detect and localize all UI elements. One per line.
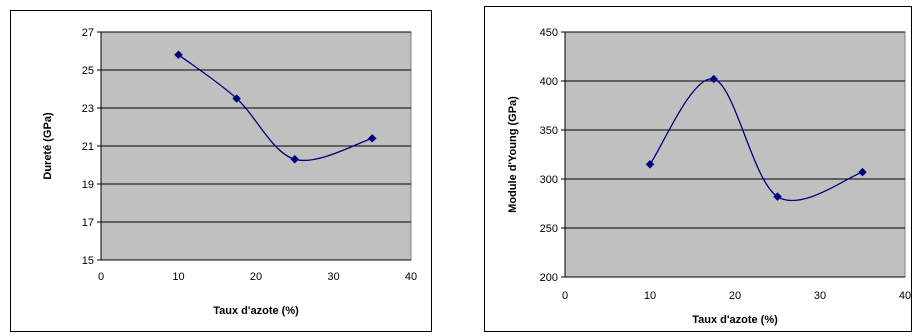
y-tick-label: 23 (82, 103, 94, 115)
data-point (858, 167, 867, 177)
x-axis-title: Taux d'azote (%) (213, 305, 299, 317)
data-point (290, 154, 300, 164)
y-tick-label: 200 (540, 272, 558, 284)
y-tick-label: 300 (540, 174, 558, 186)
y-tick-label: 17 (82, 217, 94, 229)
series-line (649, 78, 863, 202)
y-tick-label: 400 (540, 76, 558, 88)
chart-durete: 15 17 19 21 23 25 27 0 10 20 30 40 Taux d'azote (%) D… (42, 27, 417, 317)
y-tick-label: 250 (540, 223, 558, 235)
x-tick-label: 40 (405, 271, 417, 283)
chart-durete-panel: 15 17 19 21 23 25 27 0 10 20 30 40 Taux d'azote (%) D… (10, 10, 432, 332)
data-point (367, 134, 377, 143)
data-point (232, 94, 241, 103)
x-tick-label: 20 (729, 290, 741, 302)
chart-module-young: 200 250 300 350 400 450 0 10 20 30 40 Taux d'azote … (507, 27, 911, 326)
y-tick-label: 19 (82, 179, 94, 191)
chart-module-young-panel: 200 250 300 350 400 450 0 10 20 30 40 Taux d'azote … (484, 6, 912, 332)
y-axis-title: Module d'Young (GPa) (507, 96, 519, 213)
data-point (645, 159, 655, 169)
x-tick-label: 10 (644, 290, 656, 302)
x-axis-title: Taux d'azote (%) (692, 314, 778, 326)
x-tick-label: 30 (814, 290, 826, 302)
y-tick-label: 21 (82, 141, 94, 153)
data-point (174, 50, 183, 60)
x-tick-label: 0 (562, 290, 568, 302)
data-point (709, 74, 719, 84)
y-tick-label: 350 (540, 125, 558, 137)
y-tick-label: 450 (540, 27, 558, 39)
y-tick-label: 25 (82, 65, 94, 77)
data-point (773, 192, 782, 201)
x-tick-label: 40 (899, 290, 911, 302)
x-tick-label: 0 (98, 271, 104, 283)
y-tick-label: 15 (82, 255, 94, 267)
x-tick-label: 10 (172, 271, 184, 283)
x-tick-label: 20 (250, 271, 262, 283)
series-line (178, 54, 373, 162)
y-tick-label: 27 (82, 27, 94, 39)
x-tick-label: 30 (327, 271, 339, 283)
plot-area (564, 31, 906, 278)
y-axis-title: Dureté (GPa) (42, 112, 54, 180)
